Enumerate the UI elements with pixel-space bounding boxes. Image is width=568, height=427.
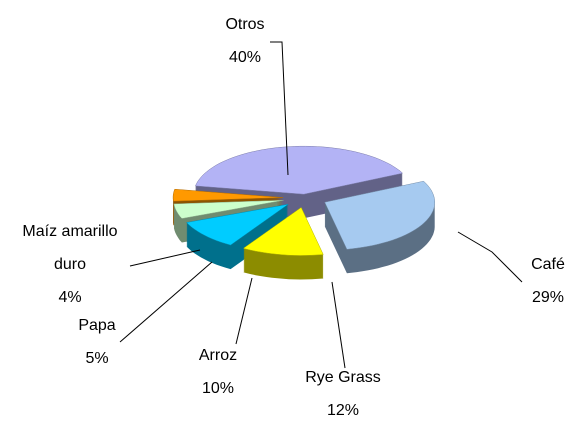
value-label: 4% bbox=[58, 289, 82, 306]
chart: Otros 40% Café 29% Rye Grass 12% Arroz 10% Papa 5… bbox=[5, 8, 568, 419]
slice-top bbox=[173, 199, 284, 219]
category-label: Arroz bbox=[198, 347, 238, 364]
value-label: 12% bbox=[326, 402, 360, 419]
slice-top bbox=[172, 188, 284, 202]
pie-canvas bbox=[119, 41, 523, 369]
category-label: Papa bbox=[78, 317, 116, 334]
category-label: Otros bbox=[225, 16, 265, 33]
slice-label: Otros 40% bbox=[180, 8, 310, 74]
leader-line bbox=[331, 281, 346, 369]
category-label: Café bbox=[531, 256, 565, 273]
leader-line bbox=[235, 277, 253, 345]
leader-line bbox=[129, 249, 201, 267]
slice-top bbox=[185, 203, 289, 246]
slice-label: Maíz amarillo duro 4% bbox=[5, 215, 135, 314]
value-label: 40% bbox=[228, 49, 262, 66]
value-label: 5% bbox=[85, 350, 109, 367]
slice-top bbox=[242, 207, 324, 256]
slice-top bbox=[324, 180, 435, 250]
slice-label: Rye Grass 12% bbox=[278, 361, 408, 427]
value-label: 10% bbox=[201, 380, 235, 397]
category-label: Rye Grass bbox=[305, 369, 381, 386]
slice-label: Arroz 10% bbox=[153, 339, 283, 405]
slice-label: Café 29% bbox=[483, 248, 568, 314]
slice-top bbox=[195, 145, 404, 195]
slice-label: Papa 5% bbox=[32, 309, 162, 375]
value-label: 29% bbox=[531, 289, 565, 306]
leader-line bbox=[457, 231, 523, 283]
leader-line bbox=[119, 261, 213, 343]
category-label: Maíz amarillo duro bbox=[22, 223, 118, 273]
leader-line bbox=[270, 41, 289, 176]
